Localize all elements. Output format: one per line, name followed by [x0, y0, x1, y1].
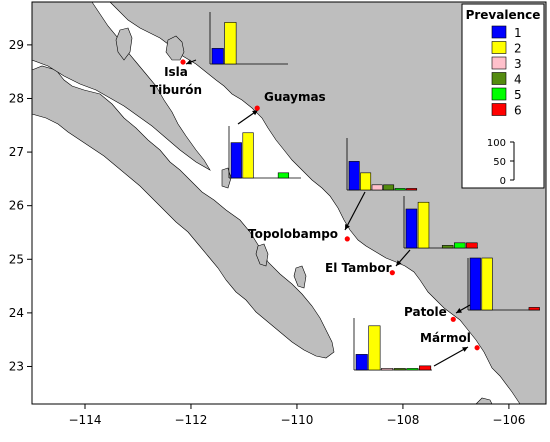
y-tick-label: 27 — [9, 145, 24, 159]
legend-label: 6 — [514, 104, 522, 118]
site-label: Isla — [164, 65, 188, 79]
site-marker — [254, 105, 260, 111]
arrow-head — [345, 224, 350, 230]
prevalence-bar — [383, 184, 395, 191]
prevalence-bar — [368, 325, 381, 371]
y-tick-label: 24 — [9, 306, 24, 320]
legend-swatch — [491, 103, 507, 116]
prevalence-bar — [224, 22, 237, 65]
prevalence-bar — [381, 368, 394, 371]
site-el-tambor: El Tambor — [325, 196, 478, 276]
prevalence-bar — [355, 354, 368, 371]
prevalence-bar — [242, 132, 254, 179]
prevalence-bar — [454, 242, 466, 249]
scale-label: 0 — [500, 176, 506, 187]
legend-label: 5 — [514, 88, 522, 102]
arrow-head — [186, 59, 192, 65]
prevalence-bar — [230, 142, 242, 179]
y-tick-label: 29 — [9, 38, 24, 52]
prevalence-bar — [405, 208, 418, 249]
x-tick-label: −112 — [174, 413, 207, 427]
sites-layer: Isla Tiburón Guaymas Topolobampo El Tambor Pa… — [150, 12, 540, 371]
leader-arrow — [344, 191, 366, 231]
site-isla-tiburón: Isla Tiburón — [150, 12, 288, 97]
legend-swatch — [491, 87, 507, 101]
x-tick-label: −110 — [280, 413, 313, 427]
mainland-landmass — [109, 1, 547, 405]
scale-label: 50 — [493, 157, 506, 168]
legend-swatch — [491, 25, 507, 39]
prevalence-bar — [406, 368, 419, 371]
espiritu-santo-island — [255, 243, 269, 267]
site-marker — [344, 236, 350, 242]
site-label: Topolobampo — [248, 227, 338, 241]
leader-arrow — [433, 346, 469, 367]
arrow-head — [252, 110, 258, 116]
x-tick-label: −114 — [69, 413, 102, 427]
prevalence-bar — [481, 257, 493, 311]
site-label: Mármol — [420, 331, 471, 345]
site-label: Patole — [404, 305, 447, 319]
site-label: El Tambor — [325, 261, 392, 275]
y-tick-label: 23 — [9, 359, 24, 373]
prevalence-bar — [211, 48, 224, 65]
legend-title: Prevalence — [466, 8, 541, 22]
angel-de-la-guarda-island — [115, 27, 133, 61]
site-guaymas: Guaymas — [228, 90, 326, 179]
x-tick-label: −106 — [492, 413, 525, 427]
site-marker — [389, 270, 395, 276]
legend-label: 1 — [514, 26, 522, 40]
scale-label: 100 — [487, 138, 506, 149]
legend-label: 4 — [514, 73, 522, 87]
prevalence-bar — [394, 188, 406, 191]
site-marker — [450, 316, 456, 322]
prevalence-bar — [441, 245, 454, 249]
y-tick-label: 25 — [9, 252, 24, 266]
baja-california-landmass — [31, 65, 335, 359]
site-marker — [180, 59, 186, 65]
arrow-head — [396, 260, 402, 266]
legend-swatch — [491, 56, 507, 70]
prevalence-bar — [466, 242, 478, 249]
prevalence-bar — [528, 307, 540, 311]
prevalence-bar — [371, 184, 383, 191]
prevalence-bar — [393, 368, 406, 371]
prevalence-bar — [419, 365, 432, 371]
site-label: Guaymas — [264, 90, 326, 104]
prevalence-bar — [417, 201, 430, 249]
isla-tiburon-island — [165, 35, 185, 61]
x-tick-label: −108 — [386, 413, 419, 427]
arrow-head — [462, 347, 468, 352]
site-topolobampo: Topolobampo — [248, 138, 418, 242]
legend-label: 2 — [514, 42, 522, 56]
prevalence-bar — [360, 172, 372, 191]
legend-swatch — [491, 72, 507, 85]
prevalence-bar — [348, 161, 360, 191]
legend: Prevalence 1 23 45 6 100 50 0 — [461, 3, 545, 189]
site-mármol: Mármol — [353, 318, 480, 371]
legend-swatch — [491, 41, 507, 54]
y-tick-label: 28 — [9, 91, 24, 105]
site-patole: Patole — [404, 257, 540, 322]
site-marker — [474, 345, 480, 351]
map-plot-area — [31, 1, 547, 405]
prevalence-bar — [277, 172, 290, 179]
prevalence-bar — [406, 188, 418, 191]
prevalence-bar — [469, 257, 481, 311]
site-label: Tiburón — [150, 83, 202, 97]
legend-label: 3 — [514, 57, 522, 71]
y-tick-label: 26 — [9, 199, 24, 213]
cerralvo-island — [293, 265, 307, 289]
plot-frame — [31, 1, 547, 405]
arrow-head — [456, 308, 462, 313]
